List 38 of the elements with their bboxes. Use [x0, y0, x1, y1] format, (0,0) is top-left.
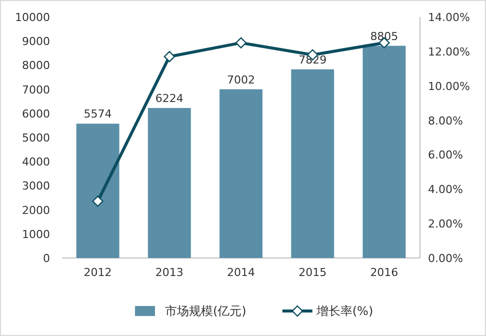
y-tick-label: 2000	[22, 204, 50, 217]
y2-tick-label: 12.00%	[428, 45, 470, 58]
y2-tick-label: 2.00%	[428, 218, 463, 231]
bar	[76, 124, 120, 258]
point	[92, 196, 104, 207]
bar	[148, 108, 191, 258]
x-tick-label: 2012	[84, 266, 112, 279]
y2-tick-label: 4.00%	[428, 183, 463, 196]
y-tick-label: 6000	[22, 107, 50, 120]
y-tick-label: 7000	[22, 83, 50, 96]
y-tick-label: 0	[43, 252, 50, 265]
bar	[220, 89, 262, 258]
x-tick-label: 2014	[227, 266, 255, 279]
y2-tick-label: 8.00%	[428, 114, 463, 128]
bar	[362, 46, 406, 258]
y-tick-label: 3000	[22, 180, 50, 193]
y-tick-label: 5000	[22, 132, 50, 144]
y-tick-label: 10000	[15, 11, 50, 24]
data-label: 7002	[227, 73, 255, 86]
legend-label: 增长率(%)	[315, 304, 374, 318]
bar	[291, 69, 334, 258]
x-tick-label: 2015	[298, 266, 327, 279]
y-tick-label: 1000	[22, 228, 50, 241]
y2-tick-label: 0.00%	[428, 252, 463, 265]
y-tick-label: 9000	[22, 35, 50, 48]
point	[164, 50, 175, 62]
point	[235, 37, 247, 48]
data-label: 5574	[84, 108, 112, 121]
legend-label: 市场规模(亿元)	[165, 304, 246, 318]
data-label: 8805	[370, 30, 398, 43]
x-tick-label: 2013	[155, 266, 184, 279]
y2-tick-label: 6.00%	[428, 148, 463, 162]
y2-tick-label: 14.00%	[428, 11, 470, 24]
y2-tick-label: 10.00%	[428, 80, 470, 93]
x-tick-label: 2016	[370, 266, 398, 279]
y-tick-label: 8000	[22, 59, 50, 72]
data-label: 6224	[155, 92, 184, 105]
y-tick-label: 4000	[22, 156, 50, 169]
